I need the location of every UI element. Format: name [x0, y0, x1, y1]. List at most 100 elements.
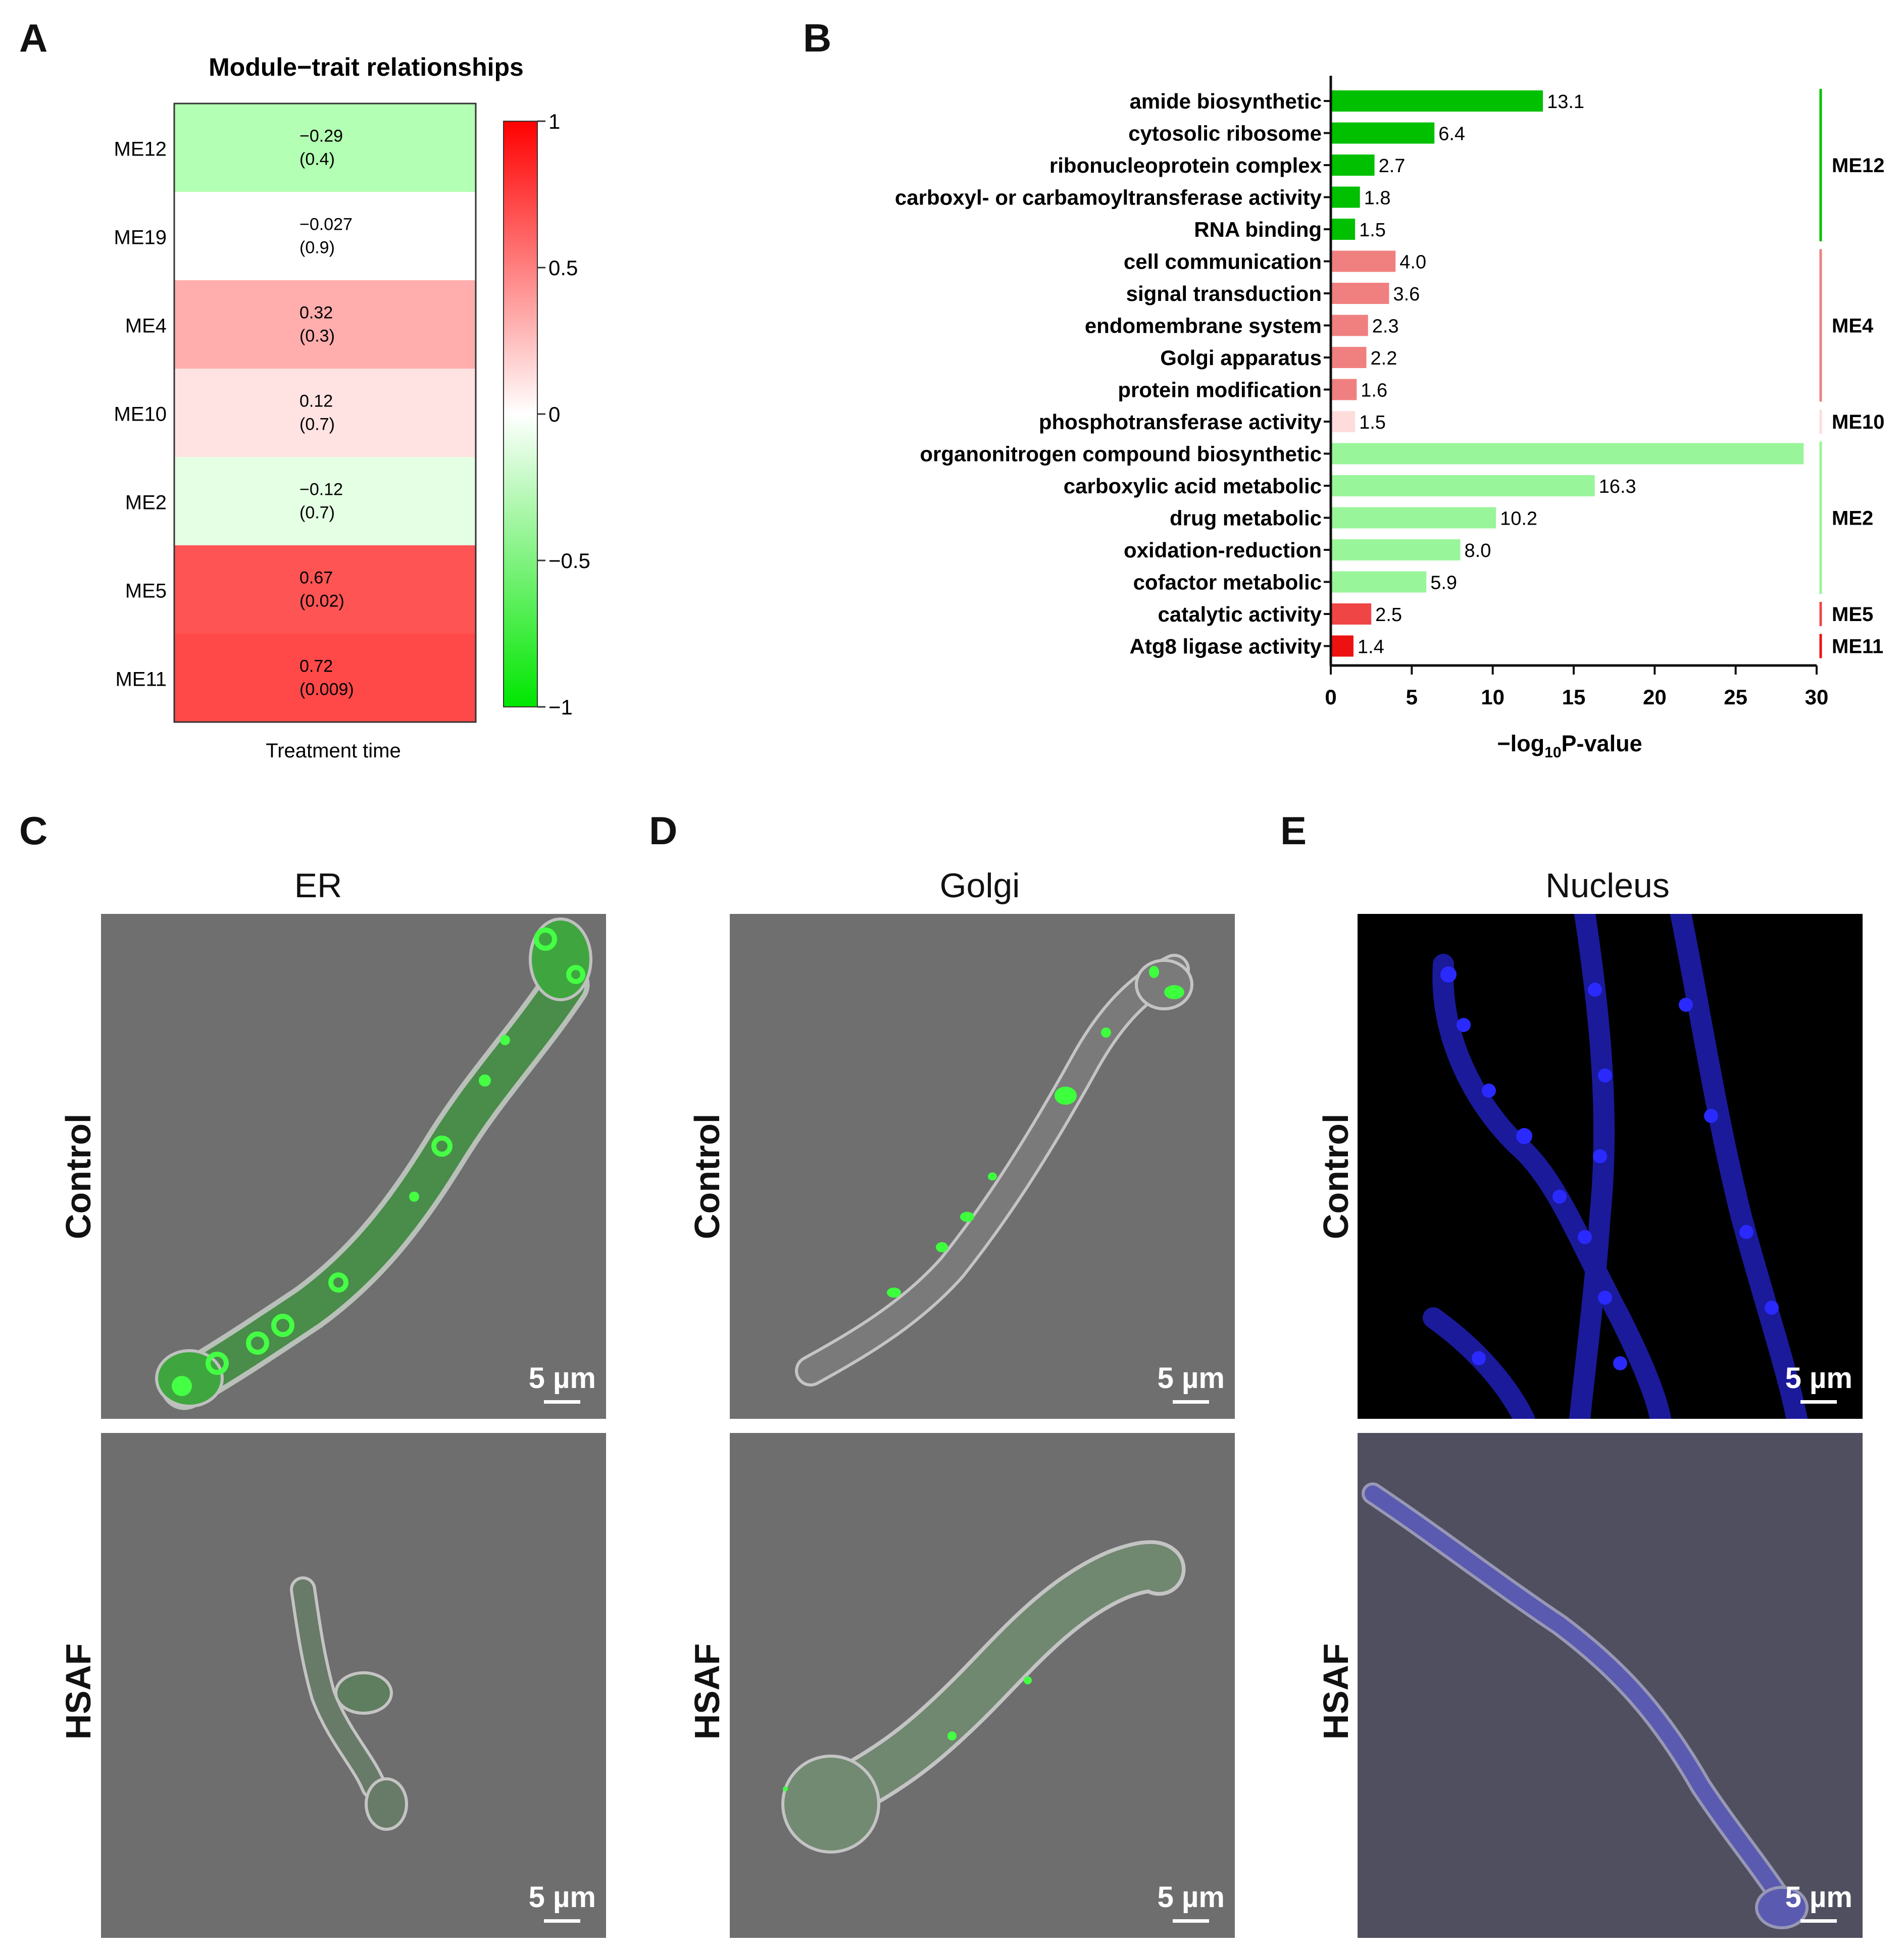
heatmap-cell-me12: [174, 104, 476, 192]
category-label: catalytic activity: [1158, 602, 1322, 626]
row-label-hsaf-c: HSAF: [59, 1643, 98, 1740]
heatmap-row-label: ME2: [125, 492, 167, 514]
heatmap-cell-me10: [174, 369, 476, 457]
scale-bar-nucleus-control: 5 µm: [1785, 1361, 1852, 1404]
category-label: cytosolic ribosome: [1128, 122, 1322, 145]
category-label: Golgi apparatus: [1160, 346, 1322, 370]
category-label: organonitrogen compound biosynthetic: [920, 442, 1322, 466]
bar-value-label: 2.3: [1372, 316, 1399, 337]
bar-value-label: 5.9: [1430, 573, 1457, 594]
row-label-control-d: Control: [687, 1113, 727, 1240]
heatmap-row-label: ME12: [114, 138, 167, 161]
bar: [1331, 347, 1367, 368]
micrograph-er-hsaf: 5 µm: [101, 1433, 606, 1938]
micrograph-nucleus-control: 5 µm: [1358, 914, 1863, 1419]
heatmap-cell-pvalue: (0.4): [299, 150, 335, 169]
scale-bar-er-hsaf: 5 µm: [529, 1880, 596, 1923]
bar: [1331, 571, 1427, 593]
category-label: phosphotransferase activity: [1039, 410, 1322, 434]
bar-value-label: 1.5: [1359, 220, 1386, 241]
panel-letter-c: C: [19, 808, 48, 853]
colorbar: [503, 121, 538, 707]
heatmap-row-label: ME10: [114, 403, 167, 426]
category-label: Atg8 ligase activity: [1130, 635, 1322, 658]
heatmap-cell-me4: [174, 280, 476, 369]
title-golgi: Golgi: [939, 866, 1020, 905]
micrograph-er-control: 5 µm: [101, 914, 606, 1419]
module-bracket-label: ME12: [1832, 155, 1885, 177]
row-label-hsaf-d: HSAF: [687, 1643, 727, 1740]
bar-value-label: 6.4: [1438, 124, 1465, 145]
x-tick-label: 5: [1406, 685, 1418, 709]
heatmap-cell-pvalue: (0.3): [299, 327, 335, 346]
heatmap-cell-corr: 0.12: [299, 392, 333, 411]
panel-letter-e: E: [1280, 808, 1307, 853]
panel-letter-d: D: [649, 808, 678, 853]
bar: [1331, 635, 1354, 657]
colorbar-tick-label: −0.5: [548, 549, 590, 573]
bar: [1331, 186, 1360, 208]
bar-value-label: 1.4: [1358, 637, 1384, 658]
micrograph-golgi-hsaf: 5 µm: [730, 1433, 1235, 1938]
heatmap-cell-pvalue: (0.7): [299, 503, 335, 523]
heatmap-cell-corr: 0.72: [299, 657, 333, 676]
bar: [1331, 250, 1396, 272]
heatmap-cell-corr: −0.29: [299, 127, 343, 146]
heatmap-chart: Module−trait relationships ME12 −0.29 (0.4…: [114, 53, 590, 762]
bar: [1331, 315, 1368, 336]
bar: [1331, 219, 1356, 240]
heatmap-row-label: ME5: [125, 580, 167, 602]
bar: [1331, 539, 1461, 560]
micrograph-golgi-control: 5 µm: [730, 914, 1235, 1419]
bar-value-label: 13.1: [1547, 91, 1584, 113]
bar-value-label: 2.5: [1375, 604, 1402, 626]
category-label: oxidation-reduction: [1124, 538, 1322, 562]
category-label: ribonucleoprotein complex: [1049, 153, 1322, 177]
bar: [1331, 507, 1496, 529]
scale-bar-golgi-control: 5 µm: [1158, 1361, 1225, 1404]
bar: [1331, 443, 1804, 465]
bar-value-label: 1.6: [1361, 380, 1387, 401]
heatmap-row-label: ME11: [115, 669, 167, 691]
bar-value-label: 3.6: [1393, 284, 1420, 305]
title-er: ER: [294, 866, 342, 905]
module-bracket-label: ME5: [1832, 603, 1873, 626]
colorbar-tick-label: −1: [548, 695, 573, 719]
heatmap-cell-me5: [174, 545, 476, 634]
module-bracket-label: ME4: [1832, 315, 1874, 337]
heatmap-cell-pvalue: (0.9): [299, 238, 335, 258]
bar-value-label: 1.8: [1364, 188, 1391, 209]
x-tick-label: 10: [1481, 685, 1505, 709]
bar-value-label: 2.7: [1379, 156, 1406, 177]
title-nucleus: Nucleus: [1545, 866, 1670, 905]
bar: [1331, 283, 1389, 304]
module-bracket-label: ME2: [1832, 507, 1873, 530]
bar-value-label: 16.3: [1599, 476, 1636, 497]
scale-bar-nucleus-hsaf: 5 µm: [1785, 1880, 1852, 1923]
row-label-control-e: Control: [1316, 1113, 1356, 1240]
x-tick-label: 15: [1562, 685, 1586, 709]
bar: [1331, 155, 1375, 176]
scale-bar-golgi-hsaf: 5 µm: [1158, 1880, 1225, 1923]
module-bracket-label: ME11: [1832, 636, 1883, 658]
bar-value-label: 10.2: [1500, 508, 1537, 530]
bar: [1331, 411, 1356, 432]
heatmap-cell-corr: 0.32: [299, 303, 333, 323]
category-label: signal transduction: [1126, 282, 1322, 305]
bar: [1331, 475, 1595, 496]
x-axis-title: −log10P-value: [1497, 731, 1642, 761]
enrichment-bar-chart: amide biosynthetic 13.1 cytosolic ribosome…: [895, 76, 1885, 761]
panel-letter-a: A: [19, 16, 48, 60]
heatmap-cell-pvalue: (0.02): [299, 592, 344, 611]
heatmap-xlabel: Treatment time: [266, 740, 400, 762]
bar: [1331, 603, 1372, 625]
category-label: endomembrane system: [1085, 314, 1322, 338]
heatmap-cell-corr: 0.67: [299, 569, 333, 588]
heatmap-cell-pvalue: (0.7): [299, 415, 335, 434]
module-bracket-label: ME10: [1832, 411, 1885, 433]
category-label: drug metabolic: [1170, 506, 1322, 530]
bar-value-label: 8.0: [1465, 540, 1491, 561]
heatmap-cell-pvalue: (0.009): [299, 680, 354, 699]
heatmap-cell-me19: [174, 192, 476, 280]
heatmap-title: Module−trait relationships: [209, 53, 524, 81]
